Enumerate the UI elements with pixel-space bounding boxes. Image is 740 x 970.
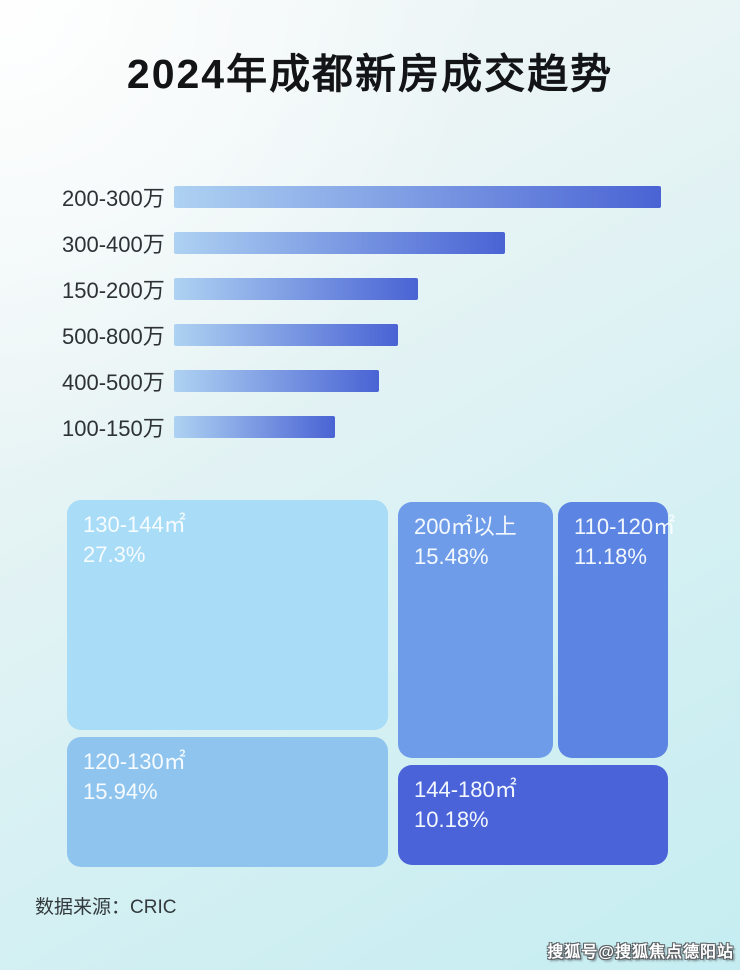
treemap-cell-value: 10.18% (414, 806, 489, 832)
bar-300-400 (174, 232, 506, 254)
treemap-cell-130-144: 130-144㎡ 27.3% (67, 500, 388, 730)
treemap-cell-110-120: 110-120㎡ 11.18% (558, 502, 676, 758)
bar-150-200 (174, 278, 418, 300)
bar-track (174, 324, 661, 346)
bar-row: 200-300万 (62, 186, 678, 211)
bar-track (174, 278, 661, 300)
bar-row: 300-400万 (62, 232, 678, 257)
treemap-cell-120-130: 120-130㎡ 15.94% (67, 737, 388, 867)
treemap-cell-label: 130-144㎡ (83, 512, 186, 537)
treemap-cell-value: 11.18% (574, 543, 647, 569)
bar-400-500 (174, 370, 379, 392)
treemap-cell-label: 200㎡以上 (414, 514, 517, 539)
bar-row: 150-200万 (62, 278, 678, 303)
treemap-cell-label: 144-180㎡ (414, 777, 517, 802)
bar-category-label: 400-500万 (62, 370, 165, 395)
bar-category-label: 150-200万 (62, 278, 165, 303)
treemap-cell-200-plus: 200㎡以上 15.48% (398, 502, 553, 758)
treemap-cell-value: 15.94% (83, 778, 158, 804)
treemap-cell-144-180: 144-180㎡ 10.18% (398, 765, 668, 865)
bar-row: 100-150万 (62, 416, 678, 441)
treemap-cell-label: 120-130㎡ (83, 749, 186, 774)
bar-category-label: 500-800万 (62, 324, 165, 349)
treemap-cell-value: 15.48% (414, 543, 489, 569)
bar-track (174, 232, 661, 254)
bar-category-label: 200-300万 (62, 186, 165, 211)
treemap-cell-label: 110-120㎡ (574, 514, 676, 539)
bar-row: 500-800万 (62, 324, 678, 349)
data-source-note: 数据来源：CRIC (35, 897, 177, 918)
page-title: 2024年成都新房成交趋势 (126, 51, 614, 97)
bar-category-label: 300-400万 (62, 232, 165, 257)
area-size-treemap: 130-144㎡ 27.3% 120-130㎡ 15.94% 200㎡以上 15… (67, 500, 676, 867)
bar-500-800 (174, 324, 399, 346)
watermark: 搜狐号@搜狐焦点德阳站 (547, 944, 734, 961)
price-range-bar-chart: 200-300万 300-400万 150-200万 500-800万 400-… (62, 186, 678, 462)
bar-row: 400-500万 (62, 370, 678, 395)
bar-track (174, 416, 661, 438)
bar-track (174, 370, 661, 392)
bar-100-150 (174, 416, 335, 438)
bar-200-300 (174, 186, 661, 208)
bar-category-label: 100-150万 (62, 416, 165, 441)
treemap-cell-value: 27.3% (83, 541, 146, 567)
bar-track (174, 186, 661, 208)
